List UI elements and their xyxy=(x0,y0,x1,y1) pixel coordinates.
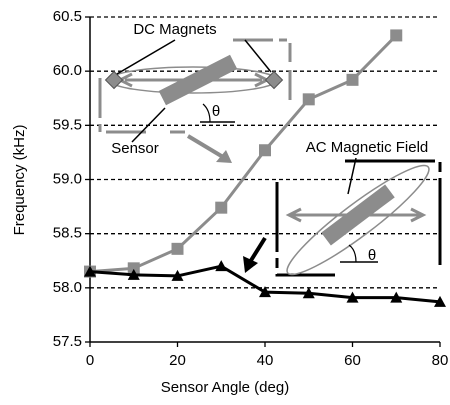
marker xyxy=(390,291,403,303)
series-line xyxy=(89,34,398,274)
y-tick-label: 60.0 xyxy=(53,62,82,79)
annotation: θ xyxy=(368,247,376,264)
marker xyxy=(127,268,140,280)
x-tick-label: 80 xyxy=(432,352,449,369)
y-tick-label: 60.5 xyxy=(53,8,82,25)
y-tick-label: 59.0 xyxy=(53,170,82,187)
annotation: θ xyxy=(212,103,220,120)
y-tick-label: 59.5 xyxy=(53,116,82,133)
x-tick-label: 60 xyxy=(344,352,361,369)
x-axis-title: Sensor Angle (deg) xyxy=(161,379,289,396)
marker xyxy=(259,286,271,298)
x-tick-label: 20 xyxy=(169,352,186,369)
y-tick-label: 58.5 xyxy=(53,225,82,242)
marker xyxy=(171,242,184,255)
marker xyxy=(390,29,403,42)
marker xyxy=(434,295,446,307)
marker xyxy=(302,93,315,106)
marker xyxy=(346,291,359,303)
marker xyxy=(302,287,315,299)
annotation: DC Magnets xyxy=(133,21,216,38)
dc-inset xyxy=(98,38,292,163)
x-tick-label: 40 xyxy=(257,352,274,369)
marker xyxy=(215,260,228,272)
ac-inset xyxy=(243,157,442,277)
annotation: AC Magnetic Field xyxy=(306,139,429,156)
y-tick-label: 57.5 xyxy=(53,333,82,350)
marker xyxy=(346,73,359,86)
marker xyxy=(171,269,184,281)
marker xyxy=(84,265,96,277)
marker xyxy=(127,262,140,275)
marker xyxy=(215,201,228,214)
y-tick-label: 58.0 xyxy=(53,279,82,296)
x-tick-label: 0 xyxy=(86,352,94,369)
y-axis-title: Frequency (kHz) xyxy=(11,125,28,236)
marker xyxy=(259,144,271,157)
annotation: Sensor xyxy=(111,140,159,157)
